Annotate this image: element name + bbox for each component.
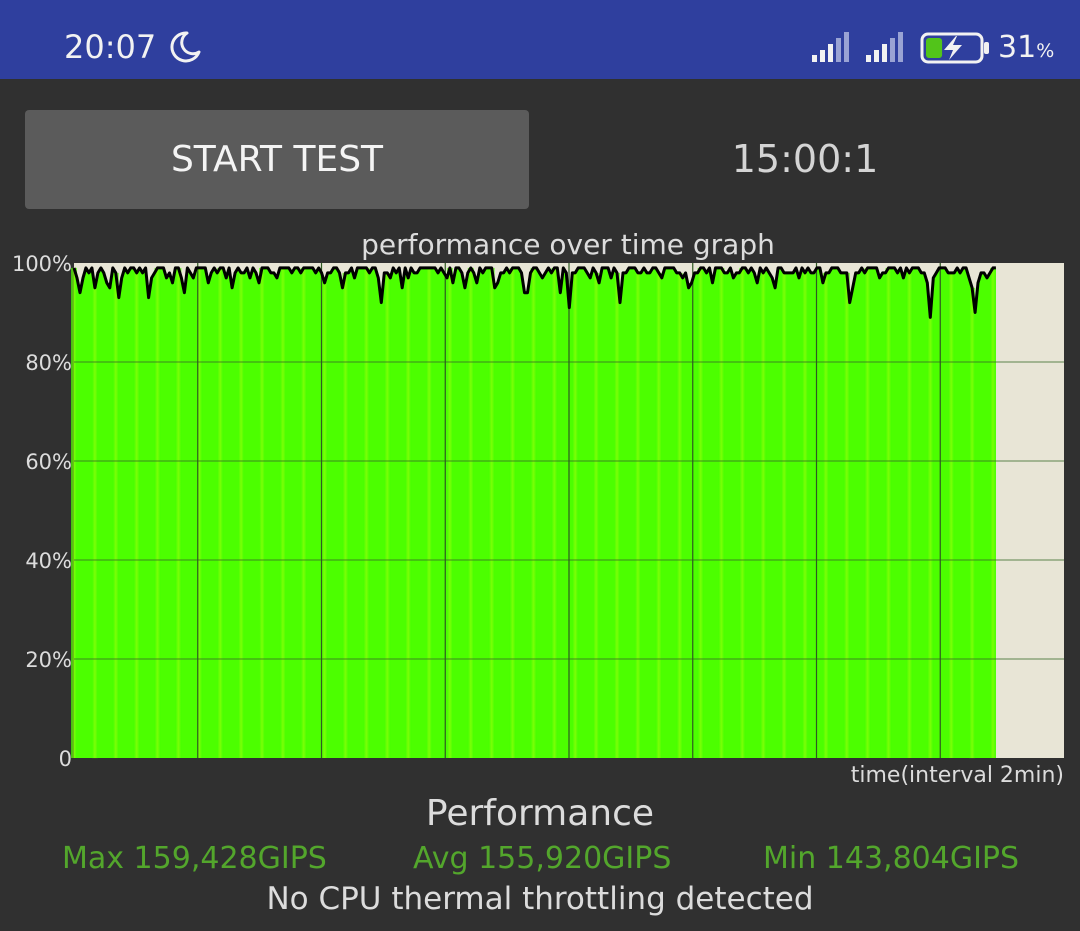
y-tick-label: 20% [25, 648, 72, 672]
area-stripe [175, 267, 182, 758]
chart-title: performance over time graph [361, 228, 775, 261]
y-tick-label: 60% [25, 450, 72, 474]
area-stripe [655, 272, 662, 758]
area-stripe [718, 267, 725, 758]
area-stripe [927, 317, 934, 758]
area-stripe [990, 267, 996, 758]
min-performance: Min 143,804GIPS [763, 841, 1020, 876]
area-stripe [363, 267, 370, 758]
max-performance: Max 159,428GIPS [62, 841, 327, 876]
area-stripe [948, 272, 955, 758]
area-stripe [509, 267, 516, 758]
area-stripe [781, 272, 788, 758]
area-stripe [551, 267, 558, 758]
area-stripe [864, 267, 871, 758]
area-stripe [634, 272, 641, 758]
area-stripe [593, 272, 600, 758]
performance-title: Performance [425, 793, 655, 834]
area-stripe [342, 272, 349, 758]
y-tick-label: 0 [59, 747, 72, 771]
area-stripe [676, 272, 683, 758]
y-tick-label: 100% [12, 252, 72, 276]
area-stripe [384, 272, 391, 758]
area-stripe [467, 267, 474, 758]
area-stripe [196, 267, 203, 758]
area-stripe [614, 272, 620, 758]
area-stripe [300, 267, 307, 758]
area-stripe [822, 272, 829, 758]
area-stripe [71, 267, 77, 758]
area-stripe [133, 272, 140, 758]
status-bar: 20:07 31% [0, 0, 1080, 79]
y-tick-label: 40% [25, 549, 72, 573]
area-stripe [906, 272, 913, 758]
area-stripe [739, 267, 746, 758]
area-stripe [259, 267, 265, 758]
area-stripe [217, 267, 224, 758]
area-stripe [405, 277, 412, 758]
test-timer: 15:00:1 [731, 137, 879, 181]
avg-performance: Avg 155,920GIPS [413, 841, 672, 876]
area-stripe [446, 267, 453, 758]
battery-percent: 31% [998, 29, 1054, 70]
area-stripe [426, 267, 433, 758]
area-stripe [238, 272, 245, 758]
area-stripe [802, 272, 808, 758]
moon-icon [170, 31, 201, 63]
area-stripe [697, 267, 704, 758]
area-stripe [321, 282, 328, 758]
area-stripe [572, 272, 579, 758]
signal-icon [866, 32, 903, 62]
y-tick-label: 80% [25, 351, 72, 375]
area-stripe [969, 287, 976, 759]
area-stripe [91, 287, 98, 759]
area-stripe [488, 267, 495, 758]
battery-percent-value: 31 [998, 30, 1037, 65]
performance-chart: performance over time graph 0 20% 40% 60% 80… [12, 228, 1064, 788]
area-stripe [843, 272, 850, 758]
status-time: 20:07 [64, 28, 157, 66]
start-test-button[interactable]: START TEST [25, 110, 529, 209]
area-stripe [760, 272, 767, 758]
x-axis-label: time(interval 2min) [851, 763, 1064, 788]
signal-icon [812, 32, 849, 62]
throttling-status: No CPU thermal throttling detected [266, 881, 814, 917]
area-stripe [530, 267, 537, 758]
performance-line [72, 266, 996, 319]
area-stripe [885, 267, 892, 758]
battery-charging-icon [920, 32, 989, 64]
area-stripe [112, 272, 119, 758]
area-stripe [154, 267, 161, 758]
battery-percent-unit: % [1036, 40, 1055, 62]
area-stripe [279, 267, 286, 758]
